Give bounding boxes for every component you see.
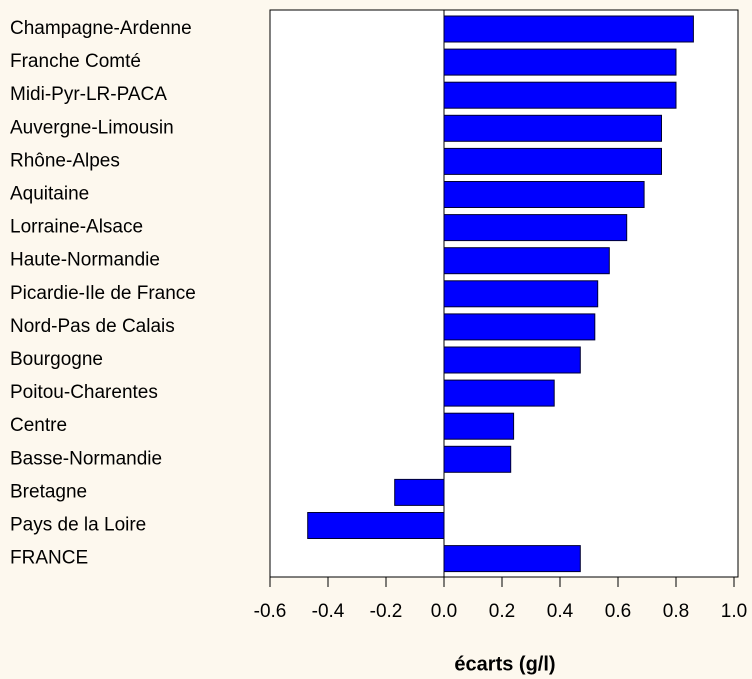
bar: [443, 15, 694, 43]
bar: [394, 478, 445, 506]
x-tick-label: 0.4: [547, 601, 574, 622]
y-tick-label: Poitou-Charentes: [10, 382, 158, 403]
y-tick-label: Picardie-Ile de France: [10, 283, 196, 304]
y-tick-label: Bretagne: [10, 481, 87, 502]
y-tick-label: Centre: [10, 415, 67, 436]
y-tick-label: Nord-Pas de Calais: [10, 316, 175, 337]
y-tick-label: Champagne-Ardenne: [10, 18, 192, 39]
bar: [443, 114, 662, 142]
x-tick-label: -0.4: [312, 601, 345, 622]
y-tick-label: FRANCE: [10, 548, 88, 569]
bar: [443, 346, 581, 374]
bar: [443, 445, 512, 473]
x-tick-label: 0.6: [605, 601, 631, 622]
y-tick-label: Lorraine-Alsace: [10, 217, 143, 238]
x-tick-label: 0.8: [663, 601, 689, 622]
bar: [443, 147, 662, 175]
y-tick-label: Bourgogne: [10, 349, 103, 370]
x-tick-label: -0.6: [254, 601, 287, 622]
bar: [443, 379, 555, 407]
y-tick-label: Auvergne-Limousin: [10, 117, 174, 138]
bar: [443, 545, 581, 573]
y-tick-label: Pays de la Loire: [10, 515, 146, 536]
y-tick-label: Basse-Normandie: [10, 448, 162, 469]
y-tick-label: Haute-Normandie: [10, 250, 160, 271]
x-tick-label: 1.0: [721, 601, 747, 622]
bar: [443, 313, 596, 341]
x-tick-label: -0.2: [370, 601, 403, 622]
y-tick-label: Rhône-Alpes: [10, 150, 120, 171]
y-tick-label: Midi-Pyr-LR-PACA: [10, 84, 167, 105]
y-tick-label: Franche Comté: [10, 51, 141, 72]
bar: [307, 512, 445, 539]
bar: [443, 214, 628, 242]
bar: [443, 181, 645, 208]
bar: [443, 280, 599, 308]
bar: [443, 81, 677, 109]
x-tick-label: 0.0: [431, 601, 457, 622]
bar: [443, 48, 677, 76]
bar: [443, 412, 515, 440]
x-tick-label: 0.2: [489, 601, 515, 622]
x-axis-label: écarts (g/l): [454, 653, 555, 675]
y-tick-label: Aquitaine: [10, 184, 89, 205]
bar: [443, 247, 610, 275]
